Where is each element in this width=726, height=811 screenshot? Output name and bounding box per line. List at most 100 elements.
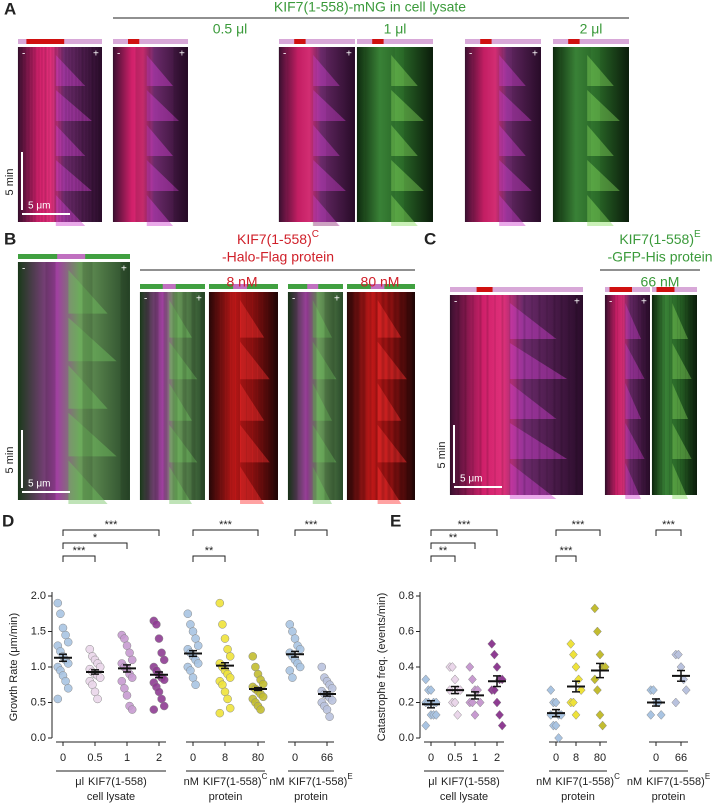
growth-event xyxy=(672,463,688,499)
data-point xyxy=(646,710,656,720)
seed-bar xyxy=(113,39,188,44)
group-label-name: KIF7(1-558) xyxy=(88,776,147,788)
growth-event xyxy=(313,125,340,156)
growth-event xyxy=(240,341,270,380)
plus-sign: + xyxy=(532,49,538,60)
group-label-unit: μl xyxy=(75,776,84,788)
growth-event xyxy=(55,55,86,86)
data-point xyxy=(191,680,200,689)
x-tick-label: 80 xyxy=(252,752,264,764)
scale-label: 5 μm xyxy=(28,201,50,212)
y-tick-label: 0.0 xyxy=(31,732,46,744)
growth-event xyxy=(587,125,614,156)
condition: 1 μl xyxy=(384,21,407,37)
plus-sign: + xyxy=(196,294,202,305)
data-point xyxy=(453,710,462,720)
growth-event xyxy=(313,90,346,121)
group-label: protein xyxy=(294,791,328,803)
growth-event xyxy=(509,423,568,459)
title-sup: C xyxy=(312,229,319,240)
data-point xyxy=(656,710,666,720)
data-point xyxy=(288,673,297,682)
data-point xyxy=(571,710,581,720)
minus-sign: - xyxy=(292,294,295,305)
growth-event xyxy=(312,383,332,421)
x-tick-label: 0.5 xyxy=(447,752,462,764)
data-point xyxy=(53,694,63,704)
growth-event xyxy=(240,424,270,463)
plus-sign: + xyxy=(334,294,340,305)
data-point xyxy=(421,720,431,731)
data-point xyxy=(551,697,561,708)
minus-sign: - xyxy=(469,49,472,60)
group-label: protein xyxy=(652,791,686,803)
minus-sign: - xyxy=(117,49,120,60)
data-point xyxy=(490,649,499,660)
data-point xyxy=(295,662,305,672)
scale-label: 5 min xyxy=(436,442,448,469)
x-tick-label: 8 xyxy=(222,752,228,764)
panel-label: D xyxy=(2,511,14,530)
growth-event xyxy=(377,341,407,380)
data-point xyxy=(571,662,581,672)
data-point xyxy=(322,705,332,714)
growth-event xyxy=(313,195,340,226)
kymograph xyxy=(605,295,650,495)
panel-title: -GFP-His protein xyxy=(607,249,712,265)
x-tick-label: 0 xyxy=(190,752,196,764)
growth-event xyxy=(240,383,265,421)
y-axis-label: Catastrophe freq. (events/min) xyxy=(376,593,388,742)
kymograph xyxy=(450,295,583,495)
data-point xyxy=(468,697,477,708)
data-point xyxy=(159,655,169,665)
data-point xyxy=(61,630,70,640)
significance-label: * xyxy=(93,532,98,544)
growth-event xyxy=(625,423,645,459)
condition: 80 nM xyxy=(361,274,400,290)
data-point xyxy=(492,697,502,708)
data-point xyxy=(53,598,63,608)
data-point xyxy=(122,641,132,650)
data-point xyxy=(152,620,161,629)
growth-event xyxy=(146,160,179,191)
group-label-name: KIF7(1-558) xyxy=(555,776,614,788)
plus-sign: + xyxy=(179,49,185,60)
growth-event xyxy=(146,195,173,226)
group-label-name: KIF7(1-558) xyxy=(646,776,705,788)
plus-sign: + xyxy=(641,297,647,308)
kymograph xyxy=(652,295,697,495)
growth-event xyxy=(55,125,86,156)
group-label: protein xyxy=(209,791,243,803)
data-point xyxy=(157,694,166,704)
title-name: KIF7(1-558) xyxy=(619,231,694,247)
kymographs: - + - + - + - + - + - + - + - + - +5 μm 5 min 5 μm 5 min 5 μm… xyxy=(4,39,697,504)
growth-event xyxy=(68,460,108,504)
data-point xyxy=(595,710,605,720)
data-point xyxy=(448,662,457,672)
scale-label: 5 min xyxy=(4,169,16,196)
growth-event xyxy=(312,424,337,463)
data-point xyxy=(85,645,95,654)
growth-event xyxy=(391,195,418,226)
data-point xyxy=(317,662,327,672)
data-point xyxy=(88,680,97,689)
data-point xyxy=(421,674,431,685)
data-point xyxy=(590,674,600,685)
data-point xyxy=(470,710,480,720)
data-point xyxy=(225,652,235,661)
data-point xyxy=(215,598,225,608)
title-sup: E xyxy=(694,229,701,240)
data-point xyxy=(590,603,600,614)
data-point xyxy=(681,685,691,695)
group-label: nM KIF7(1-558)C xyxy=(536,772,620,788)
group-label: μl KIF7(1-558) xyxy=(428,776,500,788)
significance-label: ** xyxy=(439,545,448,557)
growth-event xyxy=(68,412,117,457)
significance-label: *** xyxy=(219,519,233,531)
group-label-sup: C xyxy=(262,772,268,781)
condition: 8 nM xyxy=(226,274,257,290)
growth-event xyxy=(509,343,568,379)
data-point xyxy=(674,649,683,660)
data-point xyxy=(188,627,198,636)
